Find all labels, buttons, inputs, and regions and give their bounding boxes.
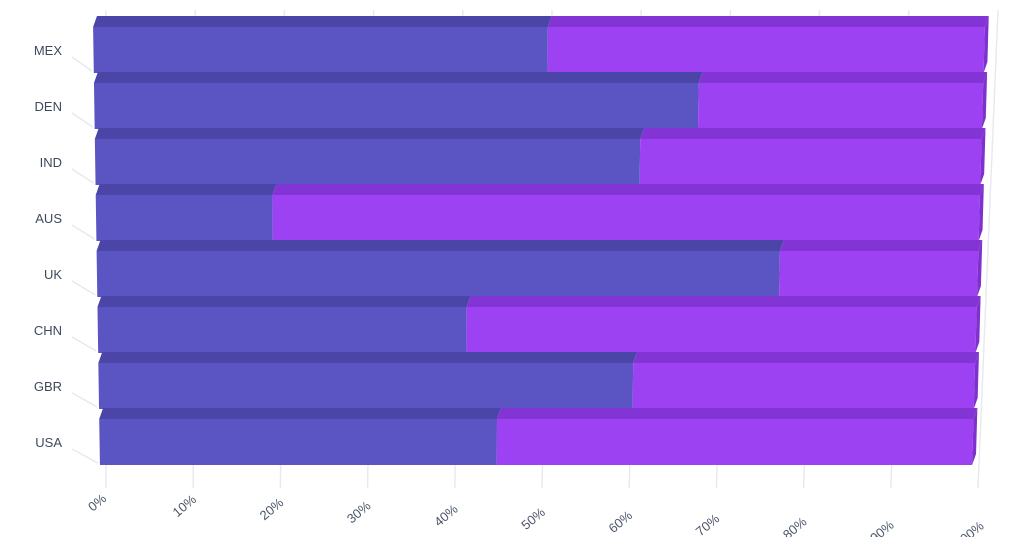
x-tick-label: 10% — [170, 491, 200, 519]
bar-segment-series-2[interactable] — [272, 184, 984, 241]
bar-group[interactable] — [93, 72, 988, 129]
bar-group[interactable] — [94, 128, 986, 185]
category-tick — [71, 56, 93, 72]
bar-group[interactable] — [99, 408, 978, 465]
x-tick-label: 70% — [693, 511, 723, 537]
category-label-ind: IND — [40, 155, 62, 170]
bar-group[interactable] — [93, 16, 989, 73]
gridline — [977, 9, 999, 489]
x-tick-label: 20% — [257, 495, 287, 523]
category-tick — [71, 392, 98, 408]
bar-side-face — [977, 240, 983, 297]
category-label-chn: CHN — [34, 323, 62, 338]
category-tick — [71, 168, 94, 184]
bar-segment-series-1[interactable] — [98, 352, 638, 409]
x-tick-label: 90% — [867, 517, 897, 537]
x-tick-label: 80% — [780, 514, 810, 537]
bar-group[interactable] — [95, 184, 984, 241]
bar-front-face — [93, 27, 548, 73]
bar-top-face — [99, 408, 501, 419]
bar-top-face — [93, 16, 552, 27]
bar-segment-series-1[interactable] — [95, 184, 277, 241]
bar-side-face — [972, 408, 978, 465]
bar-front-face — [94, 139, 641, 185]
bar-top-face — [94, 128, 645, 139]
bar-group[interactable] — [98, 352, 980, 409]
category-tick — [71, 112, 94, 128]
bar-front-face — [697, 83, 984, 129]
bar-front-face — [98, 363, 634, 409]
bar-front-face — [99, 419, 497, 465]
bar-segment-series-1[interactable] — [93, 72, 703, 129]
bar-segment-series-1[interactable] — [94, 128, 645, 185]
bar-side-face — [980, 128, 986, 185]
bars — [93, 16, 989, 465]
bar-segment-series-1[interactable] — [97, 296, 471, 353]
x-tick-label: 50% — [518, 504, 548, 532]
bar-side-face — [975, 296, 981, 353]
bar-top-face — [98, 352, 638, 363]
bar-top-face — [547, 16, 989, 27]
bar-side-face — [973, 352, 980, 409]
category-label-uk: UK — [44, 267, 62, 282]
bar-segment-series-2[interactable] — [496, 408, 978, 465]
bar-group[interactable] — [97, 296, 981, 353]
bar-segment-series-2[interactable] — [779, 240, 983, 297]
bar-front-face — [547, 27, 985, 73]
bar-front-face — [93, 83, 699, 129]
category-tick — [71, 336, 97, 352]
bar-front-face — [632, 363, 976, 409]
x-tick-label: 60% — [606, 507, 636, 535]
category-tick — [71, 280, 96, 296]
bar-side-face — [983, 16, 989, 73]
bar-segment-series-2[interactable] — [466, 296, 981, 353]
bar-top-face — [97, 296, 471, 307]
category-label-aus: AUS — [35, 211, 62, 226]
category-axis-labels: MEX DEN IND AUS UK CHN GBR USA — [34, 43, 99, 464]
bar-segment-series-1[interactable] — [96, 240, 784, 297]
bar-top-face — [633, 352, 980, 363]
category-label-den: DEN — [35, 99, 62, 114]
category-tick — [71, 448, 99, 464]
bar-front-face — [97, 307, 467, 353]
x-tick-label: 0% — [85, 490, 109, 514]
bar-top-face — [779, 240, 983, 251]
bar-front-face — [639, 139, 982, 185]
category-label-mex: MEX — [34, 43, 63, 58]
bar-segment-series-2[interactable] — [639, 128, 986, 185]
bar-top-face — [96, 240, 784, 251]
bar-front-face — [496, 419, 974, 465]
bar-group[interactable] — [96, 240, 983, 297]
bar-front-face — [779, 251, 979, 297]
category-label-gbr: GBR — [34, 379, 62, 394]
bar-segment-series-2[interactable] — [697, 72, 988, 129]
category-tick — [71, 224, 95, 240]
bar-side-face — [978, 184, 984, 241]
bar-top-face — [272, 184, 984, 195]
bar-front-face — [272, 195, 980, 241]
category-label-usa: USA — [35, 435, 62, 450]
value-axis-labels: 0% 10% 20% 30% 40% 50% 60% 70% 80% 90% 100% — [85, 490, 987, 537]
bar-segment-series-1[interactable] — [93, 16, 552, 73]
bar-top-face — [95, 184, 277, 195]
bar-top-face — [496, 408, 978, 419]
bar-segment-series-2[interactable] — [547, 16, 989, 73]
bar-top-face — [466, 296, 981, 307]
bar-front-face — [96, 251, 780, 297]
bar-side-face — [981, 72, 988, 129]
x-tick-label: 100% — [952, 518, 987, 537]
bar-segment-series-2[interactable] — [632, 352, 980, 409]
bar-front-face — [466, 307, 977, 353]
bar-segment-series-1[interactable] — [99, 408, 501, 465]
x-tick-label: 40% — [431, 501, 461, 529]
bar-front-face — [95, 195, 273, 241]
bar-top-face — [93, 72, 703, 83]
bar-top-face — [698, 72, 988, 83]
x-tick-label: 30% — [344, 498, 374, 526]
bar-top-face — [640, 128, 986, 139]
